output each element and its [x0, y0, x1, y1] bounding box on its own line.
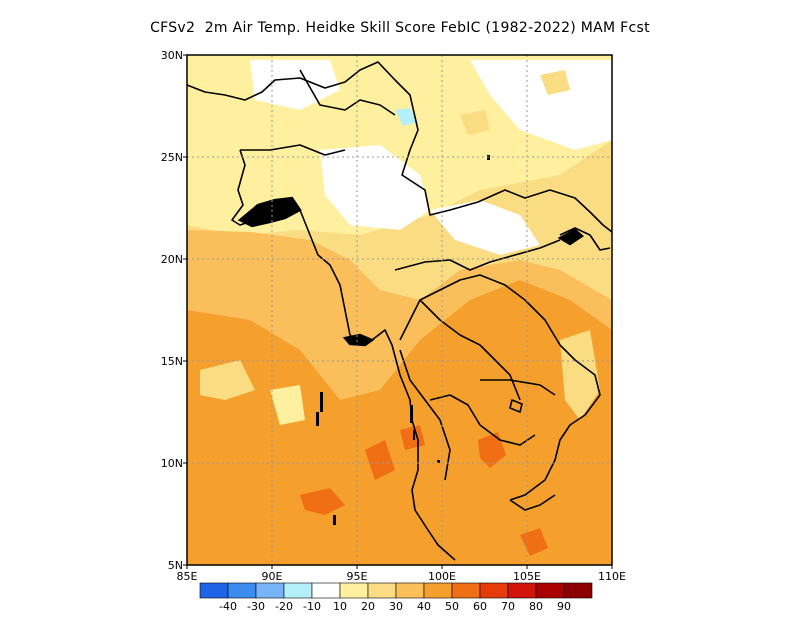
- colorbar-swatch: [283, 582, 313, 599]
- lat-label-15n: 15N: [161, 355, 183, 368]
- lat-label-25n: 25N: [161, 151, 183, 164]
- coastlines-and-borders: [187, 61, 612, 561]
- colorbar-label: 60: [473, 600, 487, 613]
- lat-label-5n: 5N: [168, 559, 183, 572]
- colorbar-swatch: [367, 582, 397, 599]
- colorbar-label: 10: [333, 600, 347, 613]
- colorbar-swatch: [535, 582, 565, 599]
- colorbar-swatch: [255, 582, 285, 599]
- lon-label-95e: 95E: [347, 570, 368, 583]
- colorbar-swatch: [451, 582, 481, 599]
- colorbar-label: 70: [501, 600, 515, 613]
- colorbar-label: 50: [445, 600, 459, 613]
- lon-label-110e: 110E: [598, 570, 626, 583]
- colorbar-label: 40: [417, 600, 431, 613]
- lon-label-105e: 105E: [513, 570, 541, 583]
- colorbar-label: -20: [275, 600, 293, 613]
- colorbar-swatch: [339, 582, 369, 599]
- colorbar-swatch: [423, 582, 453, 599]
- lon-label-100e: 100E: [428, 570, 456, 583]
- colorbar-swatch: [227, 582, 257, 599]
- colorbar-swatch: [479, 582, 509, 599]
- colorbar: [199, 582, 593, 599]
- lat-label-30n: 30N: [161, 49, 183, 62]
- lat-label-10n: 10N: [161, 457, 183, 470]
- tick-marks: [183, 54, 613, 569]
- lat-label-20n: 20N: [161, 253, 183, 266]
- colorbar-label: 20: [361, 600, 375, 613]
- colorbar-swatch: [507, 582, 537, 599]
- chart-title: CFSv2 2m Air Temp. Heidke Skill Score Fe…: [150, 20, 650, 36]
- colorbar-label: 90: [557, 600, 571, 613]
- colorbar-swatch: [563, 582, 593, 599]
- colorbar-labels: -40 -30 -20 -10 10 20 30 40 50 60 70 80 …: [219, 600, 571, 613]
- delta-coastlines: [237, 196, 584, 347]
- colorbar-swatch: [395, 582, 425, 599]
- colorbar-swatch: [199, 582, 229, 599]
- lon-label-90e: 90E: [262, 570, 283, 583]
- colorbar-label: -30: [247, 600, 265, 613]
- colorbar-label: -10: [303, 600, 321, 613]
- skill-score-field: [187, 55, 612, 565]
- colorbar-swatch: [311, 582, 341, 599]
- gridlines: [187, 55, 612, 565]
- map-frame: [186, 54, 613, 566]
- lon-label-85e: 85E: [177, 570, 198, 583]
- colorbar-label: -40: [219, 600, 237, 613]
- colorbar-label: 80: [529, 600, 543, 613]
- colorbar-label: 30: [389, 600, 403, 613]
